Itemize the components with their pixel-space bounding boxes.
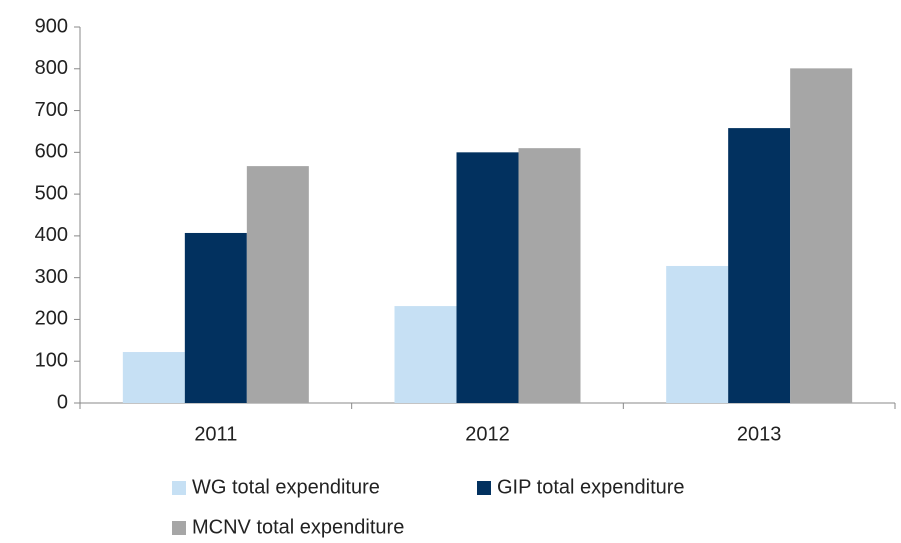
legend-swatch <box>172 521 186 535</box>
y-tick-label: 600 <box>35 141 68 163</box>
bar <box>728 128 791 403</box>
y-tick-label: 400 <box>35 224 68 246</box>
bar <box>790 68 853 404</box>
y-tick-label: 500 <box>35 182 68 204</box>
bar <box>518 148 581 403</box>
legend-swatch <box>477 481 491 495</box>
legend-label: GIP total expenditure <box>497 476 685 498</box>
legend-label: MCNV total expenditure <box>192 516 404 538</box>
legend-swatch <box>172 481 186 495</box>
bar <box>246 166 309 403</box>
y-tick-label: 800 <box>35 57 68 79</box>
y-tick-label: 700 <box>35 99 68 121</box>
x-tick-label: 2012 <box>465 423 510 445</box>
y-tick-label: 200 <box>35 308 68 330</box>
x-tick-label: 2013 <box>737 423 782 445</box>
bar <box>184 232 247 403</box>
bar <box>666 265 729 403</box>
bar <box>394 306 457 403</box>
y-tick-label: 900 <box>35 15 68 37</box>
bar <box>122 352 185 403</box>
y-tick-label: 0 <box>57 391 68 413</box>
bar <box>456 152 519 403</box>
legend-label: WG total expenditure <box>192 476 380 498</box>
y-tick-label: 300 <box>35 266 68 288</box>
y-tick-label: 100 <box>35 350 68 372</box>
x-tick-label: 2011 <box>194 423 237 445</box>
